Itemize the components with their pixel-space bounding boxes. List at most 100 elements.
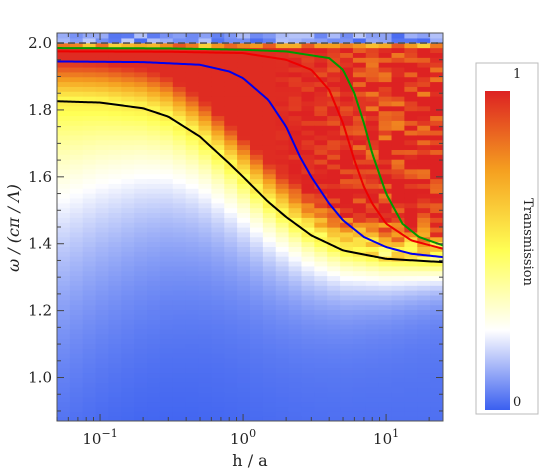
heatmap-cell (417, 227, 431, 233)
heatmap-cell (275, 227, 290, 233)
heatmap-cell (69, 265, 84, 272)
heatmap-cell (159, 391, 174, 398)
heatmap-cell (57, 328, 71, 335)
heatmap-cell (327, 183, 341, 189)
heatmap-cell (108, 357, 122, 364)
heatmap-cell (198, 251, 212, 257)
heatmap-cell (57, 212, 71, 218)
heatmap-cell (108, 188, 122, 194)
heatmap-cell (134, 357, 148, 364)
heatmap-cell (69, 338, 84, 344)
heatmap-cell (121, 391, 135, 398)
heatmap-cell (237, 357, 251, 364)
heatmap-cell (172, 353, 187, 359)
heatmap-cell (417, 367, 431, 374)
heatmap-cell (262, 134, 277, 141)
heatmap-cell (365, 406, 380, 412)
heatmap-cell (250, 76, 264, 83)
heatmap-cell (95, 115, 110, 121)
heatmap-cell (95, 372, 110, 378)
heatmap-cell (172, 319, 187, 325)
heatmap-cell (82, 110, 97, 117)
heatmap-cell (340, 159, 354, 165)
heatmap-cell (288, 193, 303, 199)
heatmap-cell (121, 319, 135, 325)
heatmap-cell (224, 130, 238, 136)
heatmap-cell (224, 207, 238, 214)
heatmap-cell (108, 265, 122, 272)
heatmap-cell (301, 260, 315, 267)
heatmap-cell (57, 343, 71, 349)
heatmap-cell (147, 401, 161, 408)
heatmap-cell (159, 183, 174, 189)
heatmap-cell (147, 159, 161, 165)
heatmap-cell (121, 130, 135, 136)
heatmap-cell (250, 411, 264, 417)
heatmap-cell (430, 154, 443, 160)
heatmap-cell (108, 406, 122, 412)
heatmap-cell (301, 236, 315, 243)
heatmap-cell (391, 285, 405, 291)
heatmap-cell (430, 197, 443, 204)
heatmap-cell (378, 314, 393, 320)
heatmap-cell (134, 91, 148, 97)
heatmap-cell (391, 163, 405, 170)
heatmap-cell (95, 163, 110, 170)
heatmap-cell (134, 246, 148, 252)
heatmap-cell (82, 251, 97, 257)
heatmap-cell (211, 183, 225, 189)
heatmap-cell (404, 406, 418, 412)
heatmap-cell (134, 207, 148, 214)
heatmap-cell (430, 294, 443, 301)
heatmap-cell (352, 168, 367, 175)
heatmap-cell (391, 324, 405, 330)
heatmap-cell (275, 391, 290, 398)
heatmap-cell (391, 362, 405, 369)
heatmap-cell (185, 154, 200, 160)
heatmap-cell (185, 149, 200, 155)
heatmap-cell (95, 154, 110, 160)
heatmap-cell (224, 139, 238, 146)
heatmap-cell (95, 396, 110, 403)
heatmap-cell (301, 314, 315, 320)
heatmap-cell (185, 76, 200, 83)
heatmap-cell (57, 207, 71, 214)
heatmap-cell (340, 411, 354, 417)
heatmap-cell (185, 231, 200, 238)
heatmap-cell (417, 105, 431, 112)
heatmap-cell (352, 290, 367, 296)
heatmap-cell (237, 309, 251, 315)
dispersion-curves (57, 42, 443, 264)
heatmap-cell (391, 96, 405, 102)
heatmap-cell (352, 319, 367, 325)
heatmap-cell (378, 372, 393, 378)
heatmap-cell (147, 115, 161, 121)
heatmap-cell (108, 411, 122, 417)
heatmap-cell (159, 188, 174, 194)
heatmap-cell (82, 231, 97, 238)
heatmap-cell (288, 324, 303, 330)
heatmap-cell (327, 86, 341, 92)
heatmap-cell (147, 149, 161, 155)
heatmap-cell (417, 76, 431, 83)
heatmap-cell (314, 227, 328, 233)
heatmap-cell (95, 382, 110, 388)
heatmap-cell (250, 227, 264, 233)
heatmap-cell (121, 207, 135, 214)
heatmap-cell (378, 96, 393, 102)
heatmap-cell (404, 275, 418, 281)
heatmap-cell (250, 197, 264, 204)
heatmap-cell (288, 333, 303, 340)
heatmap-cell (365, 134, 380, 141)
heatmap-cell (340, 149, 354, 155)
heatmap-cell (262, 387, 277, 393)
heatmap-cell (159, 81, 174, 87)
heatmap-cell (82, 319, 97, 325)
heatmap-cell (134, 57, 148, 63)
heatmap-cell (275, 236, 290, 243)
heatmap-cell (404, 134, 418, 141)
heatmap-cell (211, 314, 225, 320)
heatmap-cell (134, 319, 148, 325)
heatmap-cell (430, 265, 443, 272)
heatmap-cell (134, 396, 148, 403)
